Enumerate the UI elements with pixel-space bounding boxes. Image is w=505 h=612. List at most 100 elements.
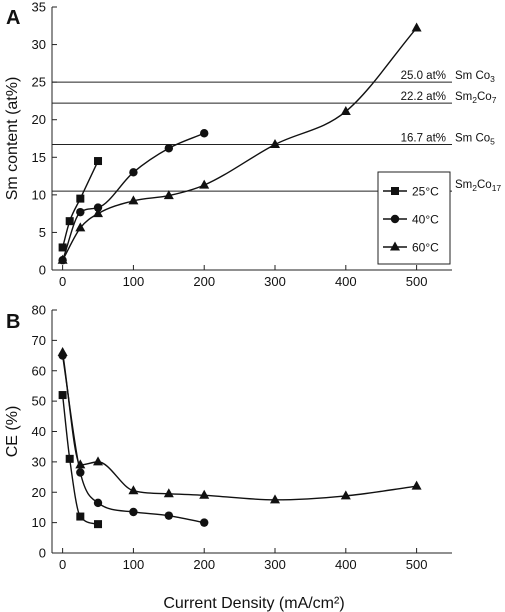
- reference-line-value: 16.7 at%: [401, 133, 446, 145]
- data-point: [163, 190, 174, 200]
- data-point: [57, 254, 68, 264]
- y-axis-label: Sm content (at%): [4, 77, 21, 201]
- data-point: [200, 518, 209, 527]
- reference-line-value: 22.2 at%: [401, 91, 446, 103]
- data-point: [75, 459, 86, 469]
- y-tick-label: 20: [32, 485, 46, 500]
- data-point: [93, 208, 104, 218]
- series-line: [61, 160, 99, 248]
- data-point: [65, 454, 74, 463]
- y-tick-label: 30: [32, 37, 46, 52]
- y-tick-label: 0: [39, 263, 46, 278]
- data-point: [57, 347, 68, 357]
- x-tick-label: 400: [335, 557, 357, 572]
- x-tick-label: 300: [264, 557, 286, 572]
- y-tick-label: 10: [32, 187, 46, 202]
- reference-line-value: 25.0 at%: [401, 70, 446, 82]
- y-tick-label: 50: [32, 394, 46, 409]
- y-axis-label: CE (%): [4, 406, 21, 458]
- legend-label: 40°C: [412, 213, 439, 227]
- legend-label: 25°C: [412, 185, 439, 199]
- x-tick-label: 500: [406, 274, 428, 289]
- data-point: [270, 139, 281, 149]
- panel-label: B: [6, 311, 20, 333]
- y-tick-label: 10: [32, 515, 46, 530]
- y-tick-label: 5: [39, 225, 46, 240]
- phase-subscript: 7: [492, 95, 497, 105]
- x-tick-label: 200: [193, 557, 215, 572]
- data-point: [76, 468, 85, 477]
- legend-box: [377, 171, 451, 265]
- y-tick-label: 80: [32, 303, 46, 318]
- data-point: [270, 494, 281, 504]
- phase-text: Co: [477, 91, 492, 103]
- y-tick-label: 25: [32, 75, 46, 90]
- legend-swatch-marker: [390, 214, 400, 224]
- data-point: [76, 512, 85, 521]
- data-point: [65, 217, 74, 226]
- series-line: [61, 352, 417, 501]
- data-point: [94, 157, 103, 166]
- x-tick-label: 300: [264, 274, 286, 289]
- data-point: [93, 456, 104, 466]
- data-point: [411, 22, 422, 32]
- x-tick-label: 0: [59, 557, 66, 572]
- data-point: [340, 490, 351, 500]
- data-point: [200, 129, 209, 138]
- data-point: [129, 507, 138, 517]
- y-tick-label: 0: [39, 546, 46, 561]
- legend-swatch-marker: [390, 241, 400, 251]
- reference-line-phase: Sm Co5: [455, 133, 495, 147]
- x-tick-label: 0: [59, 274, 66, 289]
- y-tick-label: 15: [32, 150, 46, 165]
- phase-text: Sm: [455, 91, 472, 103]
- reference-line-phase: Sm2Co7: [455, 91, 497, 105]
- data-point: [163, 488, 174, 498]
- phase-subscript: 17: [492, 183, 502, 193]
- data-point: [199, 179, 210, 189]
- data-point: [129, 168, 138, 177]
- data-point: [93, 203, 103, 212]
- x-tick-label: 200: [193, 274, 215, 289]
- data-point: [340, 105, 351, 115]
- reference-line-phase: Sm Co3: [455, 70, 495, 84]
- data-point: [58, 391, 67, 400]
- data-point: [58, 243, 67, 252]
- data-point: [75, 222, 86, 232]
- data-point: [128, 485, 139, 495]
- phase-subscript: 3: [490, 74, 495, 84]
- data-point: [94, 520, 103, 529]
- data-point: [93, 498, 103, 508]
- data-point: [164, 511, 174, 520]
- data-point: [76, 194, 85, 203]
- y-tick-label: 35: [32, 0, 46, 15]
- y-tick-label: 30: [32, 454, 46, 469]
- y-tick-label: 60: [32, 363, 46, 378]
- phase-text: Sm: [455, 179, 472, 191]
- data-point: [128, 195, 139, 205]
- x-tick-label: 400: [335, 274, 357, 289]
- x-tick-label: 100: [123, 557, 145, 572]
- data-point: [76, 207, 85, 217]
- x-axis-label: Current Density (mA/cm²): [163, 595, 344, 612]
- phase-subscript: 2: [472, 95, 477, 105]
- reference-line-phase: Sm2Co17: [455, 179, 501, 193]
- x-tick-label: 500: [406, 557, 428, 572]
- y-tick-label: 70: [32, 333, 46, 348]
- data-point: [411, 480, 422, 490]
- y-tick-label: 20: [32, 112, 46, 127]
- data-point: [199, 489, 210, 499]
- panel-label: A: [6, 7, 20, 29]
- panel-b: B 0 10 20 30 40 50 60 70 80 0 100 200 300 400 500 CE (%)…: [4, 303, 452, 612]
- legend-swatch-marker: [391, 187, 399, 195]
- legend-label: 60°C: [412, 241, 439, 255]
- series-line: [61, 355, 205, 524]
- series-line: [61, 394, 99, 525]
- y-tick-label: 40: [32, 424, 46, 439]
- data-point: [164, 144, 174, 153]
- x-tick-label: 100: [123, 274, 145, 289]
- phase-subscript: 5: [490, 137, 495, 147]
- phase-subscript: 2: [472, 183, 477, 193]
